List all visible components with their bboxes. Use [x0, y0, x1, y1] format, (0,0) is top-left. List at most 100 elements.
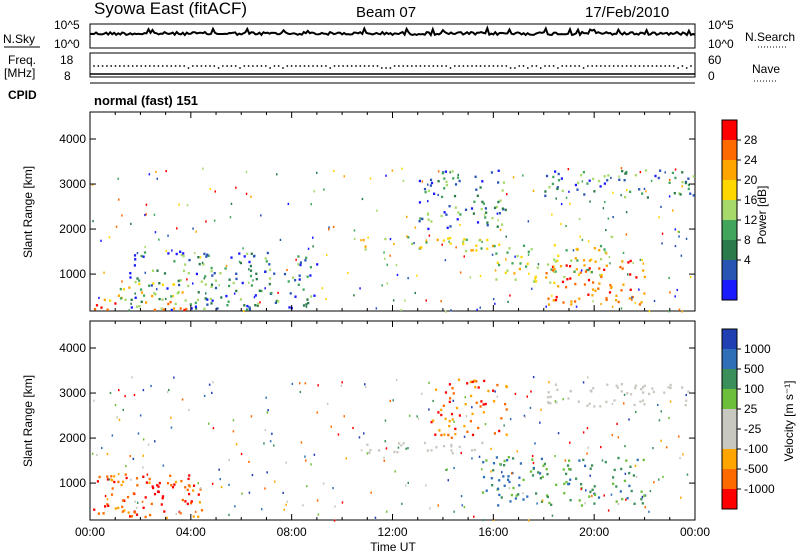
- data-cell: [652, 447, 654, 450]
- data-cell: [580, 504, 584, 507]
- data-cell: [188, 408, 190, 412]
- noise-tick-bottom-right: 10^0: [708, 37, 734, 51]
- colorbar-tick-label: 4: [744, 253, 751, 267]
- data-cell: [494, 390, 496, 393]
- data-cell: [569, 468, 572, 471]
- data-cell: [250, 284, 253, 287]
- data-cell: [126, 495, 130, 499]
- data-cell: [480, 400, 483, 403]
- data-cell: [389, 238, 392, 241]
- data-cell: [184, 299, 187, 302]
- time-ut-label: Time UT: [370, 540, 416, 554]
- data-cell: [297, 255, 300, 258]
- data-cell: [612, 216, 614, 219]
- data-cell: [216, 307, 219, 310]
- data-cell: [631, 295, 634, 299]
- data-cell: [241, 281, 244, 285]
- data-cell: [574, 183, 577, 187]
- nave-dot: [221, 65, 224, 67]
- data-cell: [427, 218, 430, 221]
- data-cell: [476, 221, 480, 224]
- data-cell: [626, 497, 629, 500]
- data-cell: [201, 261, 204, 264]
- colorbar-segment: [722, 280, 737, 300]
- data-cell: [238, 260, 241, 263]
- data-cell: [144, 213, 146, 217]
- data-cell: [249, 264, 252, 268]
- data-cell: [358, 436, 361, 439]
- nave-dot: [97, 65, 100, 67]
- data-cell: [206, 298, 209, 301]
- velocity-ylabel: Slant Range [km]: [21, 375, 35, 467]
- data-cell: [103, 271, 105, 274]
- data-cell: [687, 390, 690, 393]
- data-cell: [457, 173, 459, 176]
- nave-dot: [282, 67, 284, 69]
- data-cell: [162, 308, 165, 311]
- data-cell: [615, 485, 618, 488]
- data-cell: [629, 259, 632, 263]
- data-cell: [493, 400, 496, 403]
- data-cell: [463, 506, 466, 509]
- data-cell: [498, 493, 501, 497]
- nave-dot: [617, 65, 619, 67]
- data-cell: [124, 473, 127, 476]
- data-cell: [254, 254, 256, 257]
- data-cell: [532, 376, 535, 379]
- data-cell: [178, 283, 181, 287]
- data-cell: [689, 192, 692, 195]
- data-cell: [551, 514, 554, 517]
- data-cell: [470, 207, 474, 210]
- data-cell: [364, 385, 367, 389]
- nave-dot: [509, 67, 512, 69]
- data-cell: [547, 401, 550, 404]
- data-cell: [184, 263, 187, 266]
- data-cell: [572, 249, 575, 252]
- data-cell: [498, 263, 501, 267]
- data-cell: [429, 178, 433, 182]
- data-cell: [230, 202, 233, 205]
- data-cell: [512, 176, 515, 179]
- data-cell: [447, 237, 450, 240]
- data-cell: [173, 307, 176, 310]
- date-title: 17/Feb/2010: [585, 4, 669, 21]
- nave-dot: [496, 65, 499, 67]
- data-cell: [598, 282, 601, 285]
- data-cell: [158, 297, 161, 301]
- data-cell: [491, 253, 494, 256]
- data-cell: [603, 182, 606, 185]
- x-tick-label: 00:00: [75, 525, 105, 539]
- data-cell: [649, 490, 652, 493]
- nave-dot: [243, 65, 246, 67]
- data-cell: [166, 390, 169, 394]
- data-cell: [317, 384, 319, 387]
- data-cell: [402, 179, 405, 183]
- data-cell: [118, 198, 120, 201]
- data-cell: [397, 442, 401, 445]
- data-cell: [510, 493, 513, 497]
- nave-dot: [488, 65, 490, 67]
- nave-dot: [123, 65, 125, 67]
- data-cell: [490, 477, 493, 480]
- data-cell: [548, 381, 550, 384]
- data-cell: [228, 483, 230, 486]
- data-cell: [554, 298, 558, 302]
- data-cell: [507, 456, 510, 459]
- data-cell: [464, 249, 468, 253]
- data-cell: [589, 389, 592, 392]
- data-cell: [188, 492, 191, 496]
- data-cell: [228, 513, 230, 516]
- data-cell: [148, 173, 151, 176]
- data-cell: [641, 502, 644, 505]
- data-cell: [617, 456, 620, 460]
- data-cell: [188, 258, 191, 262]
- data-cell: [661, 232, 664, 235]
- data-cell: [427, 200, 429, 203]
- data-cell: [197, 493, 200, 496]
- data-cell: [515, 494, 518, 497]
- data-cell: [604, 250, 607, 254]
- data-cell: [482, 411, 485, 414]
- data-cell: [574, 257, 577, 260]
- data-cell: [426, 449, 429, 452]
- data-cell: [175, 512, 178, 516]
